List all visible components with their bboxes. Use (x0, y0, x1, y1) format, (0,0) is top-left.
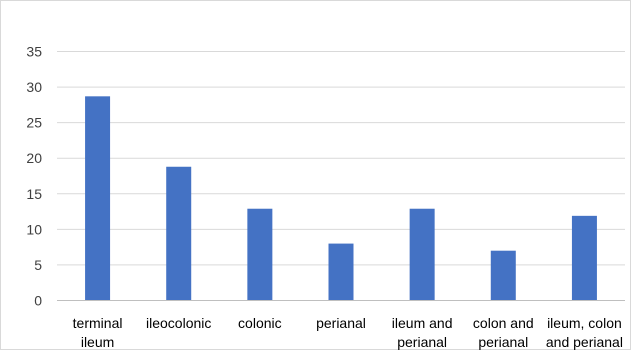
bar (166, 166, 192, 301)
bar (490, 250, 516, 301)
x-category-label-line: ileum, colon (547, 315, 622, 331)
x-category-label-line: ileum (81, 334, 114, 350)
y-axis-tick-labels: 0 5 10 15 20 25 30 35 (26, 44, 42, 309)
bars (85, 96, 597, 301)
x-category-label-line: and perianal (546, 334, 623, 350)
gridlines (57, 51, 625, 266)
x-category-label: colon and perianal (473, 315, 534, 350)
y-tick-label: 20 (26, 150, 42, 166)
x-category-label-line: perianal (397, 334, 447, 350)
y-tick-label: 0 (34, 293, 42, 309)
y-tick-label: 30 (26, 79, 42, 95)
x-category-label: ileum, colon and perianal (546, 315, 623, 350)
x-category-label-line: perianal (316, 315, 366, 331)
y-tick-label: 5 (34, 257, 42, 273)
x-category-label: colonic (238, 315, 282, 331)
x-category-label: ileocolonic (146, 315, 211, 331)
bar (328, 243, 354, 301)
x-category-label: ileum and perianal (392, 315, 453, 350)
x-category-label: terminal ileum (73, 315, 123, 350)
bar (571, 215, 597, 301)
y-tick-label: 10 (26, 221, 42, 237)
x-category-label-line: colonic (238, 315, 282, 331)
bar (247, 208, 273, 301)
x-category-label-line: terminal (73, 315, 123, 331)
y-tick-label: 15 (26, 186, 42, 202)
y-tick-label: 25 (26, 115, 42, 131)
bar (85, 96, 111, 301)
y-tick-label: 35 (26, 44, 42, 60)
x-category-label-line: perianal (478, 334, 528, 350)
x-category-label: perianal (316, 315, 366, 331)
x-category-label-line: ileum and (392, 315, 453, 331)
bar (409, 208, 435, 301)
x-category-label-line: colon and (473, 315, 534, 331)
x-category-label-line: ileocolonic (146, 315, 211, 331)
